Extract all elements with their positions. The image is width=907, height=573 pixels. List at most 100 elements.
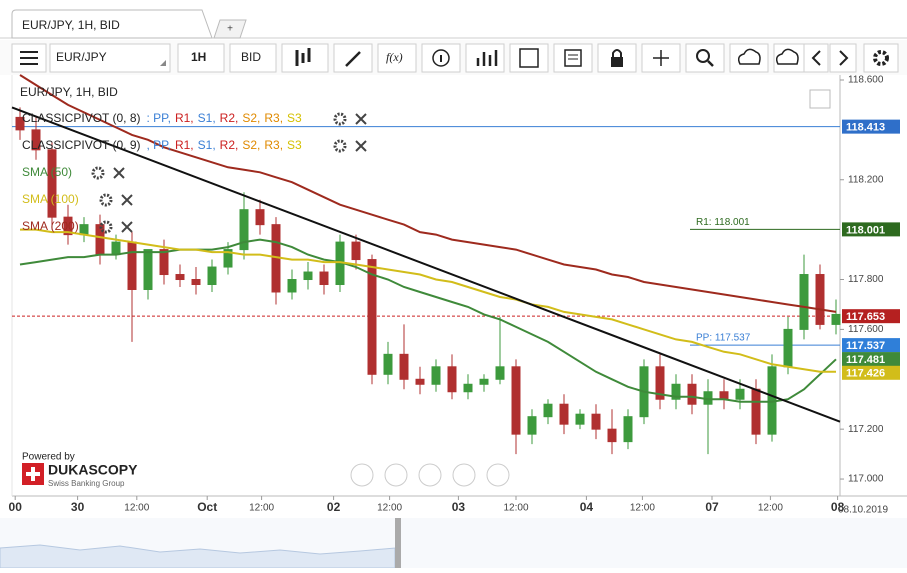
nav-zoom-out[interactable] — [384, 463, 408, 487]
indicator-level: R3, — [264, 138, 283, 152]
indicator-name: CLASSICPIVOT (0, 8) — [22, 111, 140, 125]
candle-body — [111, 241, 121, 256]
report-button[interactable] — [553, 43, 593, 73]
indicator-level: , PP, — [146, 138, 170, 152]
instrument-select[interactable] — [49, 43, 171, 73]
x-tick-label: 07 — [705, 500, 719, 514]
settings-icon[interactable] — [99, 193, 113, 207]
settings-icon[interactable] — [333, 112, 347, 126]
candle-body — [399, 353, 409, 380]
price-badge-label: 117.426 — [846, 368, 885, 380]
next-button[interactable] — [829, 43, 857, 73]
pivot-label: PP: 117.537 — [696, 333, 751, 344]
price-badge-label: 118.001 — [846, 224, 885, 236]
settings-icon[interactable] — [91, 166, 105, 180]
brand-tagline: Swiss Banking Group — [48, 479, 125, 488]
overlay: EUR/JPY, 1H, BID 08.10.2019 Powered by D… — [0, 85, 907, 569]
price-badge — [842, 119, 900, 134]
indicator-legend: CLASSICPIVOT (0, 8): PP, R1, S1, R2, S2, R3, S… — [22, 111, 302, 125]
indicator-level: S1, — [198, 111, 216, 125]
price-badge-label: 118.413 — [846, 122, 885, 134]
add-tab[interactable] — [213, 19, 247, 39]
price-badge-label: 117.537 — [846, 340, 885, 352]
candle-body — [447, 366, 457, 393]
x-tick-label: 12:00 — [758, 503, 783, 514]
indicator-level: : PP, — [146, 111, 170, 125]
pivot-label: R1: 118.001 — [696, 217, 750, 228]
y-tick-label: 117.600 — [848, 324, 884, 335]
sma-legend: SMA (100) — [22, 192, 79, 206]
candle-body — [463, 383, 473, 393]
remove-icon[interactable] — [121, 221, 133, 233]
candle-body — [79, 224, 89, 236]
maximize-button[interactable] — [809, 89, 831, 109]
remove-icon[interactable] — [355, 113, 367, 125]
period[interactable]: 1H — [191, 50, 206, 64]
side[interactable]: BID — [241, 50, 261, 64]
x-tick-label: 12:00 — [124, 503, 149, 514]
x-tick-label: 12:00 — [503, 503, 528, 514]
add-tab-label[interactable]: + — [227, 24, 233, 35]
candle-body — [31, 129, 41, 151]
candle-body — [479, 378, 489, 385]
candle-body — [415, 378, 425, 385]
calendar-button[interactable] — [509, 43, 549, 73]
candle-body — [351, 241, 361, 261]
settings-icon[interactable] — [333, 139, 347, 153]
indicator-level: S3 — [287, 111, 302, 125]
zoom-button[interactable] — [685, 43, 725, 73]
y-tick-label: 117.800 — [848, 274, 884, 285]
download-button[interactable] — [773, 43, 805, 73]
chart-title: EUR/JPY, 1H, BID — [20, 85, 118, 99]
tab-title[interactable]: EUR/JPY, 1H, BID — [22, 18, 120, 32]
indicator-level: R1, — [175, 111, 194, 125]
tab[interactable] — [11, 9, 213, 39]
indicator-legend: CLASSICPIVOT (0, 9) , PP, R1, S1, R2, S2, R3, S… — [22, 138, 302, 152]
x-tick-label: 12:00 — [377, 503, 402, 514]
candle-body — [367, 259, 377, 375]
candle-body — [15, 116, 25, 131]
y-tick-label: 117.000 — [848, 474, 884, 485]
remove-icon[interactable] — [121, 194, 133, 206]
candle-body — [143, 249, 153, 290]
nav-left[interactable] — [350, 463, 374, 487]
candle-body — [207, 266, 217, 286]
price-badge — [842, 365, 900, 380]
sma-line — [19, 74, 837, 313]
candle-body — [63, 216, 73, 236]
price-badge-label: 117.481 — [846, 354, 885, 366]
settings-button[interactable] — [863, 43, 899, 73]
chart-type-button[interactable] — [281, 43, 329, 73]
navigator-handle[interactable] — [395, 518, 401, 568]
indicators-button[interactable] — [377, 43, 417, 73]
side-button[interactable] — [229, 43, 277, 73]
x-tick-label: 03 — [452, 500, 466, 514]
y-tick-label: 118.600 — [848, 75, 884, 86]
candle-body — [495, 366, 505, 380]
x-tick-label: 30 — [71, 500, 85, 514]
formula[interactable]: f(x) — [386, 50, 403, 64]
nav-fit[interactable] — [418, 463, 442, 487]
nav-right[interactable] — [486, 463, 510, 487]
candle-body — [383, 353, 393, 375]
candle-body — [575, 413, 585, 425]
sma-line — [19, 238, 837, 403]
settings-icon[interactable] — [99, 220, 113, 234]
indicator-level: R2, — [220, 138, 239, 152]
period-button[interactable] — [177, 43, 225, 73]
x-tick-label: 04 — [580, 500, 594, 514]
remove-icon[interactable] — [355, 140, 367, 152]
candle-body — [255, 209, 265, 226]
prev-button[interactable] — [803, 43, 829, 73]
candle-body — [735, 388, 745, 400]
candle-body — [799, 274, 809, 330]
brand-name: DUKASCOPY — [48, 462, 138, 478]
nav-zoom-in[interactable] — [452, 463, 476, 487]
x-tick-label: 08 — [831, 500, 845, 514]
candle-body — [191, 279, 201, 286]
upload-button[interactable] — [729, 43, 769, 73]
instrument[interactable]: EUR/JPY — [56, 50, 107, 64]
remove-icon[interactable] — [113, 167, 125, 179]
